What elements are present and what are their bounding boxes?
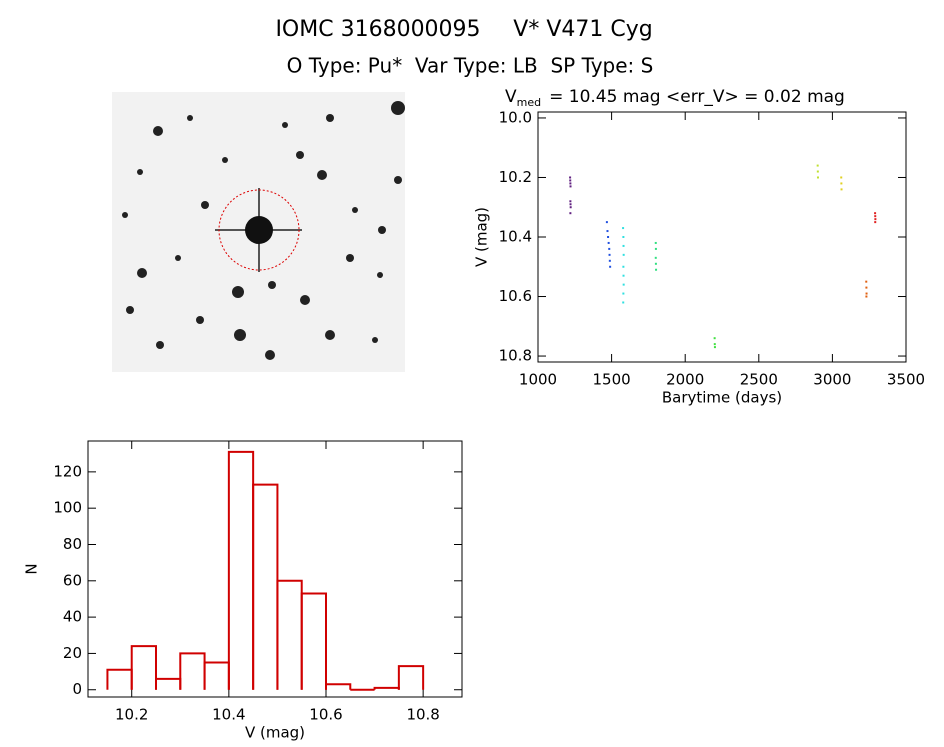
data-point bbox=[865, 286, 868, 289]
x-tick-label: 1000 bbox=[519, 371, 557, 389]
data-point bbox=[622, 253, 625, 256]
data-point bbox=[569, 200, 572, 203]
title-left: IOMC 3168000095 bbox=[275, 17, 480, 42]
title-part: med bbox=[517, 96, 541, 109]
histogram-bar bbox=[252, 483, 279, 690]
data-point bbox=[874, 215, 877, 218]
title-part: V bbox=[505, 87, 517, 107]
data-point bbox=[874, 212, 877, 215]
data-point bbox=[622, 227, 625, 230]
title-part: = 10.45 mag <err_V> = 0.02 mag bbox=[549, 87, 845, 107]
data-point bbox=[609, 265, 612, 268]
histogram-bar bbox=[373, 686, 400, 690]
data-point bbox=[569, 206, 572, 209]
data-point bbox=[840, 182, 843, 185]
histogram-bar bbox=[179, 652, 206, 690]
data-point bbox=[607, 241, 610, 244]
data-point bbox=[840, 176, 843, 179]
target-circle bbox=[218, 189, 300, 271]
data-point bbox=[569, 185, 572, 188]
data-point bbox=[713, 337, 716, 340]
x-tick-label: 1500 bbox=[593, 371, 631, 389]
y-tick-label: 60 bbox=[63, 571, 82, 589]
data-point bbox=[865, 280, 868, 283]
x-tick-label: 10.2 bbox=[115, 706, 148, 724]
data-point bbox=[606, 230, 609, 233]
x-tick-label: 10.6 bbox=[309, 706, 342, 724]
data-point bbox=[865, 292, 868, 295]
data-point bbox=[622, 274, 625, 277]
data-point bbox=[654, 262, 657, 265]
histogram-bar bbox=[106, 668, 133, 690]
x-tick-label: 10.4 bbox=[212, 706, 245, 724]
data-point bbox=[569, 212, 572, 215]
y-axis-label: N bbox=[23, 563, 41, 574]
y-tick-label: 120 bbox=[53, 462, 82, 480]
data-point bbox=[622, 244, 625, 247]
data-point bbox=[569, 182, 572, 185]
histogram-bar bbox=[397, 665, 425, 690]
y-tick-label: 0 bbox=[72, 680, 82, 698]
data-point bbox=[622, 265, 625, 268]
data-point bbox=[608, 247, 611, 250]
histogram-bar bbox=[325, 683, 352, 690]
data-point bbox=[816, 170, 819, 173]
x-tick-label: 3000 bbox=[813, 371, 851, 389]
data-point bbox=[874, 218, 877, 221]
data-point bbox=[569, 203, 572, 206]
data-point bbox=[605, 221, 608, 224]
x-tick-label: 3500 bbox=[887, 371, 925, 389]
data-point bbox=[622, 292, 625, 295]
y-tick-label: 10.6 bbox=[499, 287, 532, 305]
title-right: V* V471 Cyg bbox=[513, 17, 652, 42]
sky-image bbox=[112, 92, 405, 372]
data-point bbox=[865, 295, 868, 298]
data-point bbox=[622, 283, 625, 286]
y-tick-label: 10.0 bbox=[499, 108, 532, 126]
data-point bbox=[654, 256, 657, 259]
histogram-bar bbox=[155, 677, 182, 690]
histogram-bar bbox=[203, 661, 230, 690]
data-point bbox=[608, 259, 611, 262]
y-tick-label: 20 bbox=[63, 644, 82, 662]
y-axis-label: V (mag) bbox=[473, 207, 491, 267]
stars bbox=[122, 101, 405, 360]
data-point bbox=[713, 343, 716, 346]
data-point bbox=[816, 176, 819, 179]
data-point bbox=[622, 236, 625, 238]
x-tick-label: 10.8 bbox=[406, 706, 439, 724]
plot-frame bbox=[537, 111, 907, 363]
y-tick-label: 10.8 bbox=[499, 347, 532, 365]
data-point bbox=[654, 247, 657, 250]
x-axis-label: V (mag) bbox=[245, 724, 305, 742]
y-tick-label: 10.2 bbox=[499, 168, 532, 186]
x-axis-label: Barytime (days) bbox=[662, 389, 782, 407]
x-tick-label: 2000 bbox=[666, 371, 704, 389]
histogram-bar bbox=[300, 592, 327, 690]
subtitle: O Type: Pu* Var Type: LB SP Type: S bbox=[287, 54, 654, 78]
data-point bbox=[655, 268, 658, 271]
data-point bbox=[654, 241, 657, 244]
scatter-title: Vmed = 10.45 mag <err_V> = 0.02 mag bbox=[505, 87, 845, 109]
histogram-bar bbox=[227, 450, 255, 690]
y-tick-label: 100 bbox=[53, 499, 82, 517]
y-tick-label: 80 bbox=[63, 535, 82, 553]
data-point bbox=[569, 176, 572, 179]
data-point bbox=[713, 346, 716, 349]
y-tick-label: 40 bbox=[63, 608, 82, 626]
histogram-bar bbox=[130, 645, 157, 690]
data-point bbox=[569, 179, 572, 182]
plot-frame bbox=[87, 440, 463, 698]
data-point bbox=[622, 301, 625, 304]
data-point bbox=[874, 221, 877, 224]
histogram-bar bbox=[276, 579, 303, 690]
data-point bbox=[816, 164, 819, 167]
data-point bbox=[607, 236, 610, 238]
data-point bbox=[608, 253, 611, 256]
data-point bbox=[840, 188, 843, 191]
x-tick-label: 2500 bbox=[740, 371, 778, 389]
y-tick-label: 10.4 bbox=[499, 228, 532, 246]
